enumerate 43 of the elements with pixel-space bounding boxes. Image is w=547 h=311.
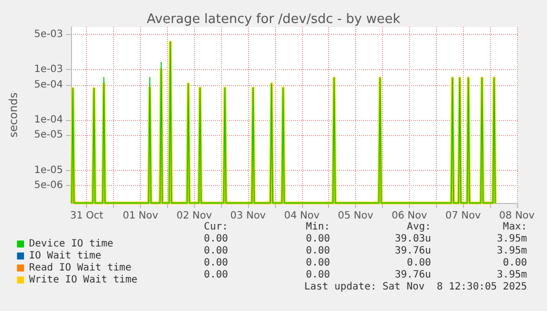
x-tick-label: 05 Nov [338,210,374,222]
legend-label: Write IO Wait time [29,274,138,286]
text: 3.95m [496,270,528,280]
text: 0.00 [406,258,432,268]
x-tick-label: 03 Nov [230,210,266,222]
y-tick-label: 1e-04 [34,114,63,126]
text: 0.00 [306,258,330,268]
y-tick-label: 1e-05 [34,164,63,176]
text: 39.76u [394,246,431,256]
chart-title: Average latency for /dev/sdc - by week [146,12,401,27]
text: Last update: Sat Nov 8 12:30:05 2025 [304,282,528,292]
y-tick-label: 5e-05 [34,130,63,141]
y-tick-label: 5e-06 [34,180,63,192]
text: Avg: [406,222,432,232]
text: 0.00 [204,258,228,268]
text: 0.00 [204,234,228,244]
x-tick-label: 31 Oct [70,210,104,222]
text: 0.00 [502,258,528,268]
text: Cur: [204,222,228,232]
y-tick-label: 5e-04 [34,79,63,90]
x-tick-label: 02 Nov [176,210,212,222]
y-axis-title: seconds [7,92,20,138]
text: 39.76u [394,270,431,280]
x-tick-label: 08 Nov [499,210,535,222]
text: Max: [502,222,528,232]
text: 3.95m [496,246,528,256]
text: 0.00 [306,246,330,256]
text: 0.00 [306,234,330,244]
text: 3.95m [496,234,528,244]
legend-label: Device IO time [29,238,114,250]
text: 0.00 [204,270,228,280]
text: Min: [306,222,330,232]
y-tick-label: 5e-03 [34,28,63,40]
x-tick-label: 04 Nov [284,210,320,222]
x-tick-label: 06 Nov [392,210,428,222]
y-tick-label: 1e-03 [34,64,63,76]
x-tick-label: 01 Nov [122,210,158,222]
text: 0.00 [204,246,228,256]
legend-label: IO Wait time [29,250,102,262]
text: 0.00 [306,270,330,280]
x-tick-label: 07 Nov [445,210,481,222]
text: 39.03u [394,234,431,244]
legend-label: Read IO Wait time [29,262,132,274]
